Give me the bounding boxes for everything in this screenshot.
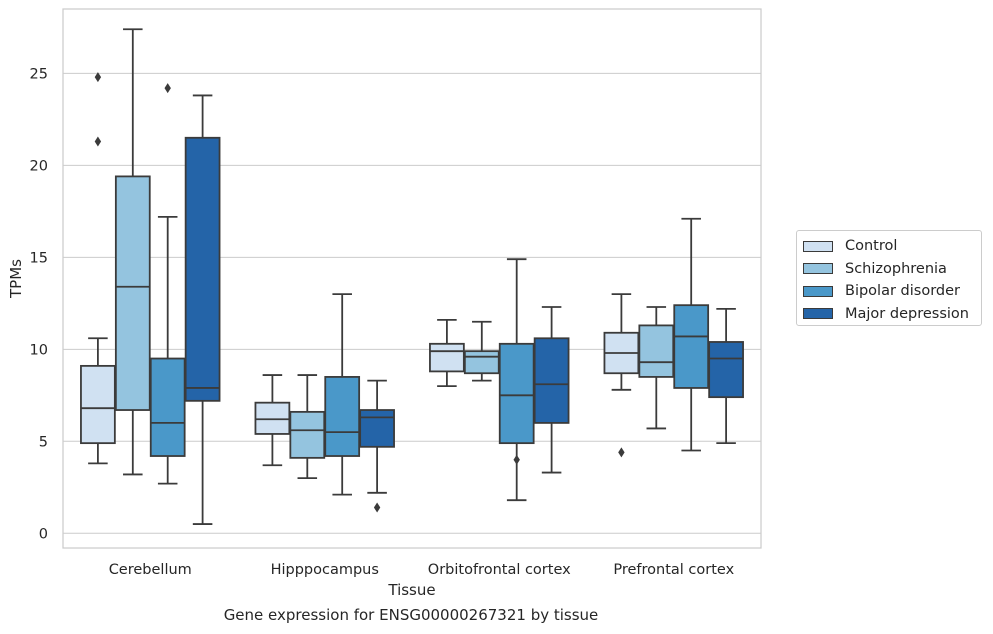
box-schizophrenia [114,28,151,476]
boxes [80,28,744,525]
box-major-depression [359,379,395,513]
legend-label: Major depression [845,305,969,322]
iqr-box [359,409,395,448]
box-bipolar-disorder [324,293,361,496]
legend-item: Major depression [803,303,981,326]
y-tick-label: 25 [30,66,48,82]
x-tick-label: Prefrontal cortex [613,562,734,578]
box-major-depression [533,306,570,474]
outlier-point [94,72,102,83]
x-tick-label: Cerebellum [109,562,192,578]
y-tick-label: 10 [30,342,48,358]
legend-swatch [803,308,833,320]
box-schizophrenia [289,374,326,479]
iqr-box [673,304,710,389]
legend-swatch [803,285,833,297]
box-control [80,72,116,465]
box-bipolar-disorder [673,217,710,452]
box-schizophrenia [463,320,500,382]
iqr-box [254,401,291,435]
iqr-box [114,175,151,411]
x-axis-ticks: Cerebellum Hipppocampus Orbitofrontal cort… [109,562,735,578]
iqr-box [184,136,221,402]
outlier-point [618,447,625,458]
legend: Control Schizophrenia Bipolar disorder Majo… [796,230,982,326]
y-tick-label: 15 [30,250,48,266]
iqr-box [533,337,570,424]
iqr-box [149,357,186,457]
box-control [254,374,291,467]
legend-item: Schizophrenia [803,258,981,281]
iqr-box [708,341,744,399]
box-major-depression [184,94,221,525]
legend-label: Bipolar disorder [845,283,960,300]
y-tick-label: 20 [30,158,48,174]
outlier-point [513,454,520,465]
plot-area [62,8,762,549]
legend-swatch [803,240,833,252]
legend-label: Control [845,238,898,255]
x-tick-label: Hipppocampus [271,562,379,578]
y-axis-ticks: 0 5 10 15 20 25 [30,66,48,542]
legend-label: Schizophrenia [845,260,947,277]
x-tick-label: Orbitofrontal cortex [428,562,571,578]
iqr-box [463,350,500,375]
iqr-box [80,364,116,445]
box-bipolar-disorder [149,83,186,485]
iqr-box [429,342,465,373]
y-axis-label: TPMs [7,259,25,299]
legend-item: Bipolar disorder [803,280,981,303]
y-tick-label: 5 [39,434,48,450]
iqr-box [324,376,361,457]
figure-caption: Gene expression for ENSG00000267321 by t… [223,606,599,624]
outlier-point [164,83,171,94]
iqr-box [289,410,326,459]
box-major-depression [708,307,744,445]
outlier-point [373,502,381,513]
legend-swatch [803,263,833,275]
outlier-point [94,136,102,147]
box-schizophrenia [638,306,675,430]
box-control [429,318,465,388]
legend-item: Control [803,235,981,258]
iqr-box [498,342,535,445]
box-bipolar-disorder [498,258,535,502]
iqr-box [638,324,675,378]
y-tick-label: 0 [39,526,48,542]
x-axis-label: Tissue [387,581,435,599]
box-control [603,293,640,458]
